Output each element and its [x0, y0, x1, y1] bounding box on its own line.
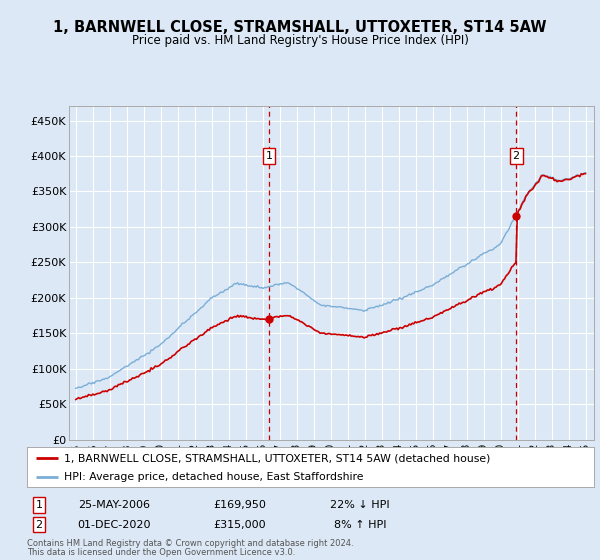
Text: 01-DEC-2020: 01-DEC-2020 — [77, 520, 151, 530]
Text: 1, BARNWELL CLOSE, STRAMSHALL, UTTOXETER, ST14 5AW (detached house): 1, BARNWELL CLOSE, STRAMSHALL, UTTOXETER… — [64, 453, 490, 463]
Text: This data is licensed under the Open Government Licence v3.0.: This data is licensed under the Open Gov… — [27, 548, 295, 557]
Text: £315,000: £315,000 — [214, 520, 266, 530]
Text: 2: 2 — [512, 151, 520, 161]
Text: HPI: Average price, detached house, East Staffordshire: HPI: Average price, detached house, East… — [64, 472, 364, 482]
Text: 1: 1 — [266, 151, 272, 161]
Text: 2: 2 — [35, 520, 43, 530]
Text: 25-MAY-2006: 25-MAY-2006 — [78, 500, 150, 510]
Text: Price paid vs. HM Land Registry's House Price Index (HPI): Price paid vs. HM Land Registry's House … — [131, 34, 469, 47]
Text: 1: 1 — [35, 500, 43, 510]
Text: 1, BARNWELL CLOSE, STRAMSHALL, UTTOXETER, ST14 5AW: 1, BARNWELL CLOSE, STRAMSHALL, UTTOXETER… — [53, 21, 547, 35]
Text: 8% ↑ HPI: 8% ↑ HPI — [334, 520, 386, 530]
Text: 22% ↓ HPI: 22% ↓ HPI — [330, 500, 390, 510]
Text: Contains HM Land Registry data © Crown copyright and database right 2024.: Contains HM Land Registry data © Crown c… — [27, 539, 353, 548]
Text: £169,950: £169,950 — [214, 500, 266, 510]
